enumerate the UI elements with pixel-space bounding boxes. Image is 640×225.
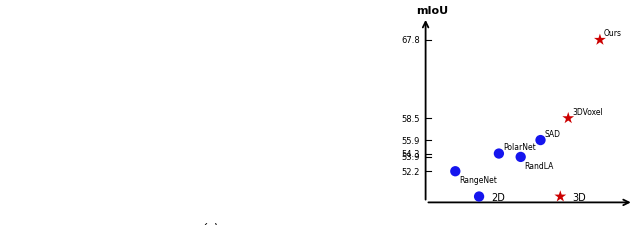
Text: 55.9: 55.9	[401, 136, 420, 145]
Point	[555, 195, 565, 198]
Text: 3D: 3D	[572, 192, 586, 202]
Point	[563, 117, 573, 120]
Point	[595, 39, 605, 43]
Text: mIoU: mIoU	[416, 6, 448, 16]
Text: PolarNet: PolarNet	[503, 142, 536, 151]
Text: SAD: SAD	[545, 129, 561, 138]
Text: 58.5: 58.5	[401, 114, 420, 123]
Point	[536, 139, 546, 142]
Text: 67.8: 67.8	[401, 36, 420, 45]
Text: 3DVoxel: 3DVoxel	[572, 107, 603, 116]
Text: 52.2: 52.2	[401, 167, 420, 176]
Point	[494, 152, 504, 156]
Text: 54.3: 54.3	[401, 149, 420, 158]
Text: RangeNet: RangeNet	[460, 176, 497, 185]
Text: 2D: 2D	[491, 192, 505, 202]
Text: (a): (a)	[201, 222, 218, 225]
Point	[474, 195, 484, 198]
Text: RandLA: RandLA	[525, 161, 554, 170]
Point	[516, 155, 526, 159]
Point	[450, 170, 460, 173]
Text: Ours: Ours	[604, 29, 622, 38]
Text: 53.9: 53.9	[401, 153, 420, 162]
